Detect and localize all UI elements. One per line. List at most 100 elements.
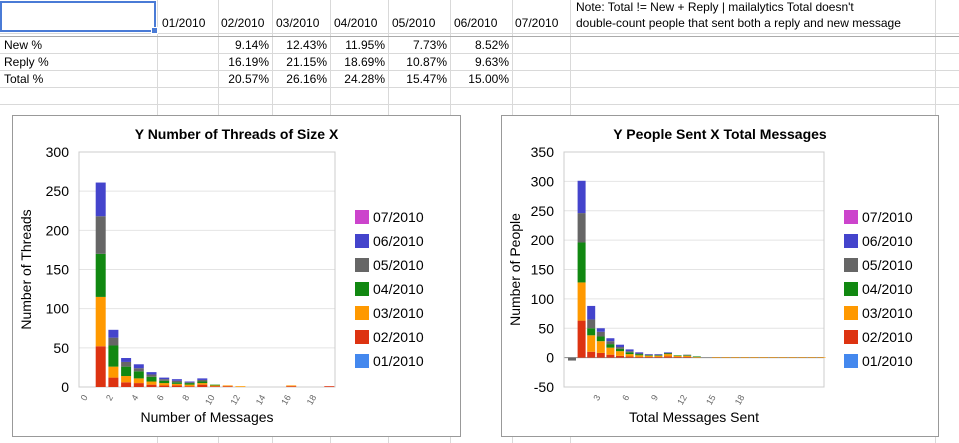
cell-new-04-2010[interactable]: 11.95% xyxy=(345,38,385,52)
cell-total-02-2010[interactable]: 20.57% xyxy=(228,72,269,86)
legend-label: 04/2010 xyxy=(373,281,424,297)
legend-label: 03/2010 xyxy=(373,305,424,321)
y-tick-label: 100 xyxy=(46,301,70,317)
cell-new-05-2010[interactable]: 7.73% xyxy=(412,38,447,52)
bar-segment-02-2010 xyxy=(133,383,144,387)
note-cell-line-2[interactable]: double-count people that sent both a rep… xyxy=(576,16,901,30)
bar-segment-05-2010 xyxy=(587,319,596,329)
bar-segment-03-2010 xyxy=(644,355,653,358)
bar-segment-04-2010 xyxy=(596,336,605,342)
cell-total-03-2010[interactable]: 26.16% xyxy=(286,72,327,86)
bar-segment-03-2010 xyxy=(171,383,182,386)
fill-handle[interactable] xyxy=(151,27,158,34)
threads-chart[interactable]: Y Number of Threads of Size X 0 50 100 150 2… xyxy=(12,115,461,437)
cell-reply-05-2010[interactable]: 10.87% xyxy=(406,55,447,69)
bar-segment-03-2010 xyxy=(779,357,788,358)
header-cell-01-2010[interactable]: 01/2010 xyxy=(162,16,206,30)
bar-segment-04-2010 xyxy=(625,352,634,355)
bar-segment-03-2010 xyxy=(664,354,672,357)
x-tick-label: 3 xyxy=(591,393,602,402)
bar-segment-05-2010 xyxy=(644,354,653,356)
bar-segment-05-2010 xyxy=(568,357,576,361)
bar-segment-04-2010 xyxy=(133,371,144,379)
cell-new-02-2010[interactable]: 9.14% xyxy=(234,38,269,52)
bar-segment-06-2010 xyxy=(108,329,119,338)
bar-segment-02-2010 xyxy=(210,386,220,387)
y-tick-label: 50 xyxy=(53,340,69,356)
bar-segment-05-2010 xyxy=(95,216,106,254)
header-cell-03-2010[interactable]: 03/2010 xyxy=(276,16,320,30)
legend-swatch xyxy=(355,330,369,344)
bar-segment-04-2010 xyxy=(616,348,624,352)
bar-segment-02-2010 xyxy=(673,357,682,358)
bar-segment-02-2010 xyxy=(184,386,195,387)
x-tick-label: 12 xyxy=(228,393,242,407)
y-tick-label: 200 xyxy=(46,222,70,238)
bar-segment-04-2010 xyxy=(664,353,672,355)
row-label-reply[interactable]: Reply % xyxy=(4,55,49,69)
row-label-new[interactable]: New % xyxy=(4,38,43,52)
bar-segment-04-2010 xyxy=(95,253,106,297)
legend-swatch xyxy=(355,258,369,272)
bar-segment-03-2010 xyxy=(769,357,778,358)
bar-segment-03-2010 xyxy=(606,347,615,355)
x-tick-label: 2 xyxy=(104,393,115,402)
bar-segment-06-2010 xyxy=(635,352,644,354)
legend-swatch xyxy=(844,234,858,248)
y-tick-label: 100 xyxy=(531,291,555,307)
bar-segment-02-2010 xyxy=(146,384,157,387)
bar-segment-02-2010 xyxy=(616,355,624,358)
cell-total-04-2010[interactable]: 24.28% xyxy=(344,72,385,86)
bar-segment-03-2010 xyxy=(222,385,233,387)
bar-segment-02-2010 xyxy=(683,357,692,358)
cell-total-06-2010[interactable]: 15.00% xyxy=(468,72,509,86)
bar-segment-03-2010 xyxy=(587,335,596,352)
bar-segment-03-2010 xyxy=(146,381,157,385)
bar-segment-03-2010 xyxy=(798,357,807,358)
legend-label: 02/2010 xyxy=(862,329,913,345)
header-cell-04-2010[interactable]: 04/2010 xyxy=(334,16,378,30)
note-cell-line-1[interactable]: Note: Total != New + Reply | mailalytics… xyxy=(576,0,854,14)
legend-swatch xyxy=(355,306,369,320)
people-chart[interactable]: Y People Sent X Total Messages -50 0 50 100… xyxy=(501,115,939,437)
bar-segment-03-2010 xyxy=(750,357,759,358)
bar-segment-02-2010 xyxy=(577,320,586,358)
cell-reply-02-2010[interactable]: 16.19% xyxy=(228,55,269,69)
bar-segment-05-2010 xyxy=(108,337,119,346)
cell-new-03-2010[interactable]: 12.43% xyxy=(286,38,327,52)
header-cell-06-2010[interactable]: 06/2010 xyxy=(454,16,498,30)
y-axis-title: Number of Threads xyxy=(18,209,34,329)
bar-segment-04-2010 xyxy=(635,354,644,356)
bar-segment-06-2010 xyxy=(596,328,605,332)
bar-segment-02-2010 xyxy=(606,354,615,358)
bar-segment-03-2010 xyxy=(133,378,144,384)
header-cell-05-2010[interactable]: 05/2010 xyxy=(392,16,436,30)
bar-segment-06-2010 xyxy=(184,381,195,383)
bar-segment-02-2010 xyxy=(664,356,672,358)
legend-label: 02/2010 xyxy=(373,329,424,345)
legend-swatch xyxy=(844,306,858,320)
bar-segment-06-2010 xyxy=(95,182,106,217)
legend-label: 03/2010 xyxy=(862,305,913,321)
bar-segment-04-2010 xyxy=(121,366,132,377)
bar-segment-04-2010 xyxy=(654,355,663,356)
cell-reply-06-2010[interactable]: 9.63% xyxy=(474,55,509,69)
selected-cell-a1[interactable] xyxy=(0,1,158,34)
header-cell-02-2010[interactable]: 02/2010 xyxy=(221,16,265,30)
header-cell-07-2010[interactable]: 07/2010 xyxy=(515,16,559,30)
bar-segment-03-2010 xyxy=(108,366,119,378)
y-tick-label: 200 xyxy=(531,232,555,248)
bar-segment-03-2010 xyxy=(712,357,720,358)
legend-label: 04/2010 xyxy=(862,281,913,297)
bar-segment-06-2010 xyxy=(625,349,634,352)
legend-label: 01/2010 xyxy=(862,353,913,369)
cell-total-05-2010[interactable]: 15.47% xyxy=(406,72,447,86)
bar-segment-03-2010 xyxy=(121,376,132,383)
cell-reply-03-2010[interactable]: 21.15% xyxy=(286,55,327,69)
bar-segment-05-2010 xyxy=(664,352,672,354)
cell-reply-04-2010[interactable]: 18.69% xyxy=(344,55,385,69)
row-label-total[interactable]: Total % xyxy=(4,72,44,86)
cell-new-06-2010[interactable]: 8.52% xyxy=(474,38,509,52)
x-tick-label: 18 xyxy=(305,393,319,407)
